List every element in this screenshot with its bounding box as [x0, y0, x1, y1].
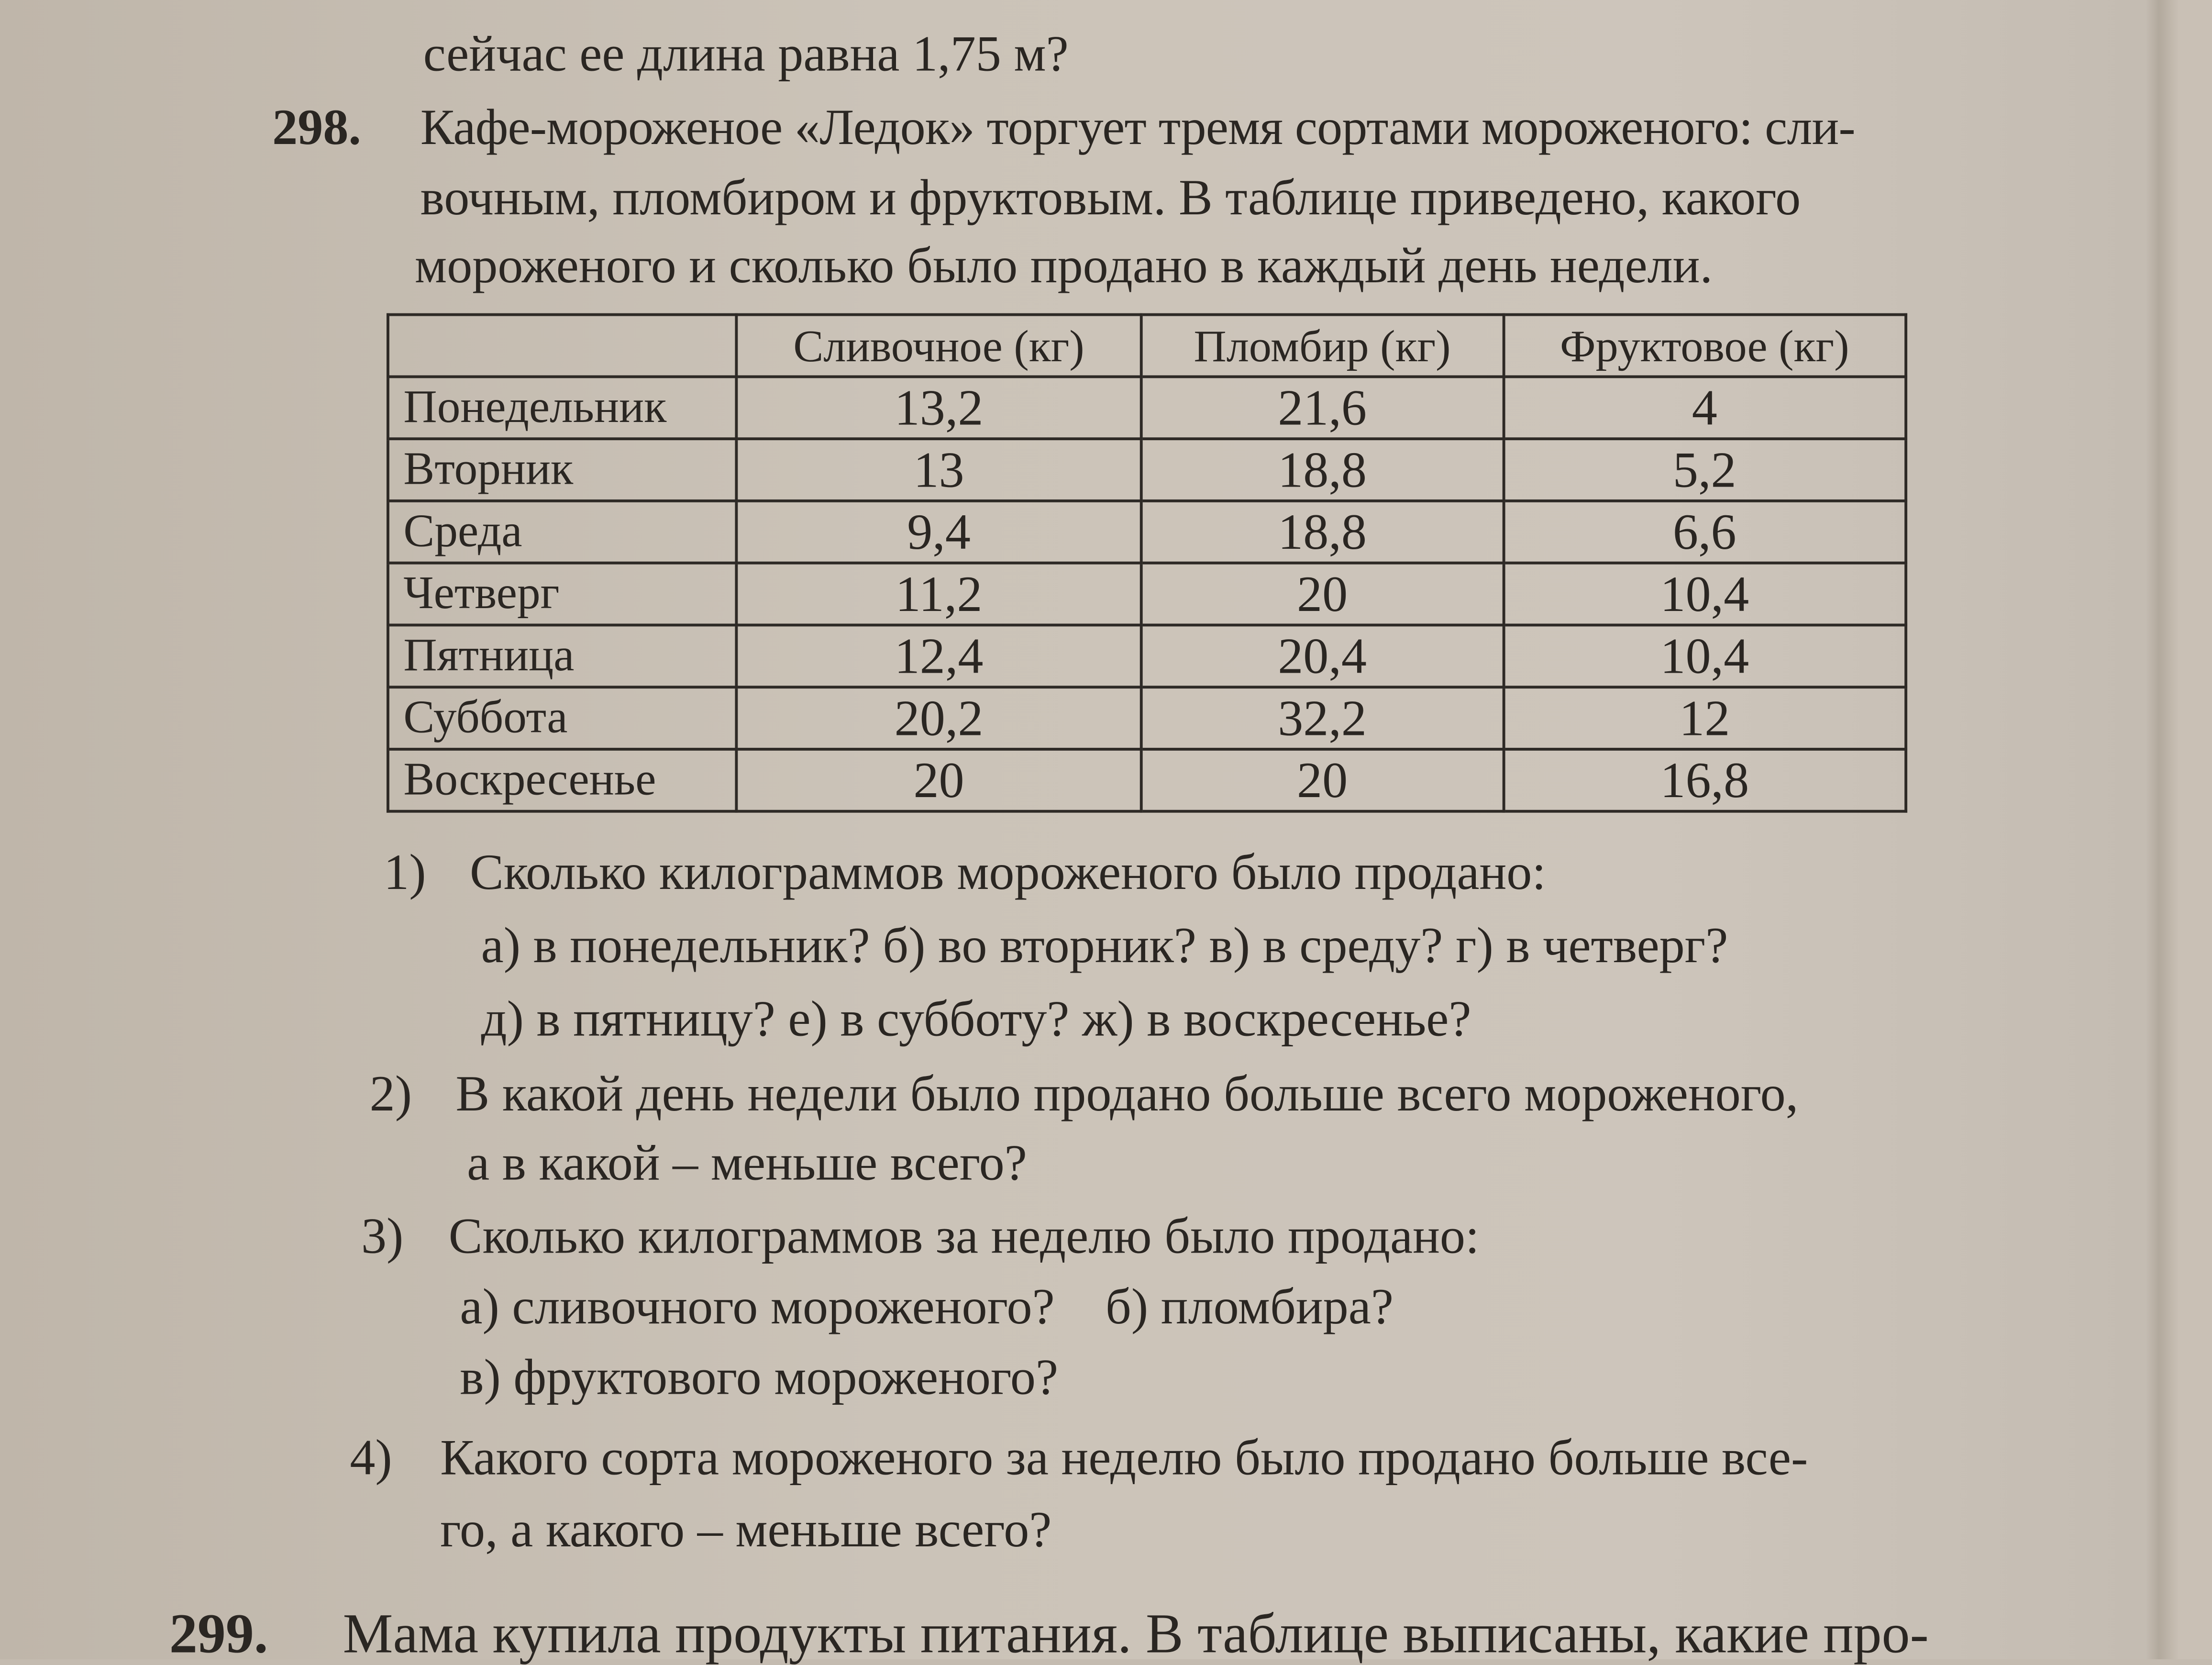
value-cell: 32,2: [1139, 686, 1505, 751]
day-cell: Пятница: [387, 623, 738, 689]
table-row: Вторник 13 18,8 5,2: [387, 437, 1908, 502]
day-cell: Суббота: [387, 686, 738, 751]
question-line: В какой день недели было продано больше …: [455, 1065, 1799, 1122]
question-line: а) в понедельник? б) во вторник? в) в ср…: [481, 917, 1728, 974]
value-cell: 13: [735, 437, 1143, 502]
problem-text-line: мороженого и сколько было продано в кажд…: [415, 237, 1713, 294]
value-cell: 16,8: [1502, 747, 1908, 813]
question-line: го, а какого – меньше всего?: [440, 1501, 1052, 1558]
header-cell: Фруктовое (кг): [1502, 313, 1908, 378]
value-cell: 11,2: [735, 561, 1143, 627]
question-line: в) фруктового мороженого?: [460, 1349, 1059, 1406]
day-cell: Вторник: [387, 437, 738, 502]
day-cell: Четверг: [387, 561, 738, 627]
table-row: Воскресенье 20 20 16,8: [387, 747, 1908, 813]
value-cell: 6,6: [1502, 499, 1908, 565]
question-line: Какого сорта мороженого за неделю было п…: [440, 1429, 1808, 1486]
table-row: Понедельник 13,2 21,6 4: [387, 375, 1908, 441]
question-line: Сколько килограммов мороженого было прод…: [470, 844, 1546, 900]
value-cell: 21,6: [1139, 375, 1505, 441]
table-row: Среда 9,4 18,8 6,6: [387, 499, 1908, 565]
next-problem-text: Мама купила продукты питания. В таблице …: [343, 1601, 1929, 1665]
value-cell: 20: [1139, 747, 1505, 813]
problem-number: 298.: [272, 99, 361, 155]
question-line: а) сливочного мороженого? б) пломбира?: [460, 1278, 1394, 1335]
header-cell: Пломбир (кг): [1139, 313, 1505, 378]
value-cell: 20,4: [1139, 623, 1505, 689]
question-line: а в какой – меньше всего?: [467, 1134, 1027, 1191]
table-header-row: Сливочное (кг) Пломбир (кг) Фруктовое (к…: [387, 313, 1908, 378]
problem-text-line: вочным, пломбиром и фруктовым. В таблице…: [420, 169, 1801, 226]
value-cell: 18,8: [1139, 437, 1505, 502]
header-cell: Сливочное (кг): [735, 313, 1143, 378]
value-cell: 20: [735, 747, 1143, 813]
value-cell: 20: [1139, 561, 1505, 627]
value-cell: 10,4: [1502, 561, 1908, 627]
value-cell: 13,2: [735, 375, 1143, 441]
question-number: 4): [350, 1429, 392, 1486]
question-line: д) в пятницу? е) в субботу? ж) в воскрес…: [481, 990, 1471, 1047]
value-cell: 18,8: [1139, 499, 1505, 565]
prev-problem-tail: сейчас ее длина равна 1,75 м?: [423, 25, 1069, 82]
value-cell: 12: [1502, 686, 1908, 751]
day-cell: Понедельник: [387, 375, 738, 441]
next-problem-number: 299.: [169, 1601, 268, 1665]
value-cell: 5,2: [1502, 437, 1908, 502]
value-cell: 12,4: [735, 623, 1143, 689]
question-number: 2): [369, 1065, 412, 1122]
value-cell: 10,4: [1502, 623, 1908, 689]
table-row: Четверг 11,2 20 10,4: [387, 561, 1908, 627]
table-row: Суббота 20,2 32,2 12: [387, 686, 1908, 751]
value-cell: 9,4: [735, 499, 1143, 565]
day-cell: Воскресенье: [387, 747, 738, 813]
question-number: 3): [361, 1208, 404, 1265]
table-row: Пятница 12,4 20,4 10,4: [387, 623, 1908, 689]
sales-table: Сливочное (кг) Пломбир (кг) Фруктовое (к…: [387, 313, 1908, 813]
day-cell: Среда: [387, 499, 738, 565]
question-number: 1): [384, 844, 426, 900]
question-line: Сколько килограммов за неделю было прода…: [448, 1208, 1480, 1265]
problem-text-line: Кафе-мороженое «Ледок» торгует тремя сор…: [420, 99, 1856, 155]
header-cell: [387, 313, 738, 378]
value-cell: 4: [1502, 375, 1908, 441]
value-cell: 20,2: [735, 686, 1143, 751]
